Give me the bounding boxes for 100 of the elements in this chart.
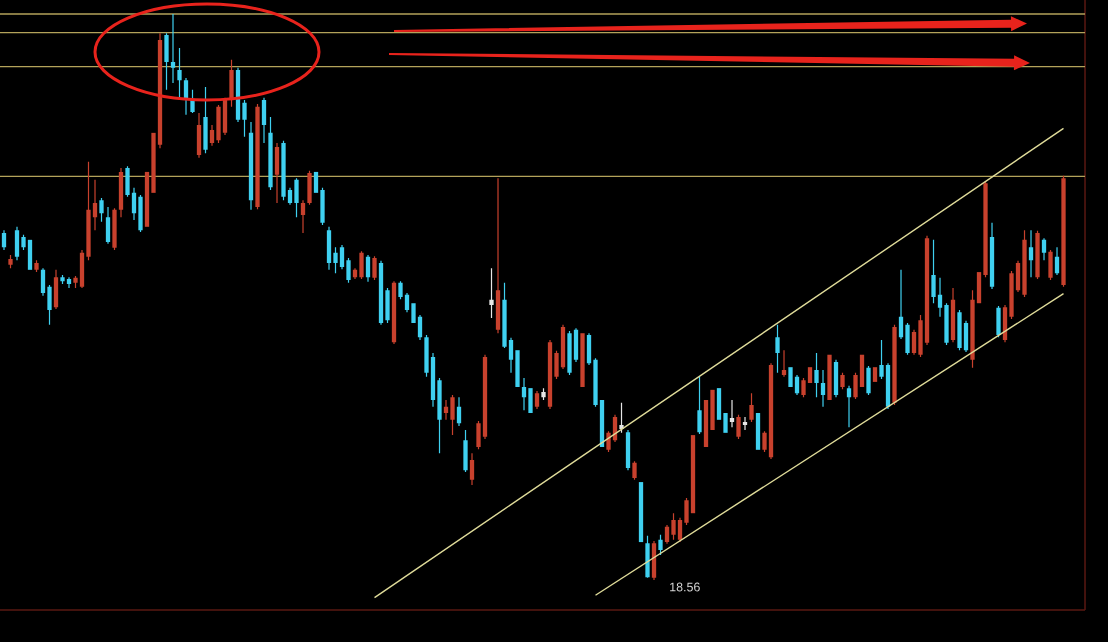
candlestick bbox=[716, 388, 722, 420]
candlestick bbox=[1035, 230, 1040, 279]
candlestick bbox=[781, 350, 787, 377]
candlestick bbox=[567, 330, 572, 376]
candlestick bbox=[690, 435, 696, 514]
candlestick bbox=[866, 366, 871, 395]
candlestick bbox=[476, 420, 481, 450]
candlestick bbox=[8, 255, 13, 269]
candlestick bbox=[898, 269, 904, 339]
candlestick bbox=[450, 394, 455, 436]
candlestick bbox=[638, 482, 644, 543]
candlestick bbox=[144, 171, 150, 227]
candlestick bbox=[729, 400, 735, 428]
candlestick bbox=[957, 310, 962, 351]
candlestick bbox=[469, 453, 475, 485]
candlestick bbox=[398, 281, 403, 300]
candlestick bbox=[788, 367, 793, 387]
candlestick bbox=[365, 255, 371, 282]
candlestick bbox=[593, 358, 598, 407]
candlestick bbox=[976, 272, 982, 304]
candlestick bbox=[554, 350, 559, 380]
candlestick bbox=[599, 400, 605, 447]
candlestick bbox=[1054, 247, 1060, 275]
candlestick bbox=[794, 375, 800, 395]
candlestick bbox=[710, 389, 715, 431]
candlestick bbox=[625, 430, 631, 471]
candlestick bbox=[47, 285, 52, 325]
candlestick bbox=[248, 122, 254, 210]
candlestick bbox=[534, 390, 540, 410]
candlestick bbox=[216, 105, 221, 144]
candlestick bbox=[1041, 238, 1047, 261]
candlestick bbox=[541, 388, 546, 401]
candlestick bbox=[99, 197, 104, 222]
candlestick bbox=[508, 337, 514, 373]
candlestick bbox=[138, 195, 143, 232]
candlestick bbox=[281, 140, 286, 201]
candlestick bbox=[528, 388, 533, 414]
candlestick bbox=[34, 260, 39, 273]
candlestick bbox=[762, 431, 767, 453]
candlestick bbox=[586, 333, 592, 365]
candlestick bbox=[970, 290, 975, 368]
candlestick bbox=[840, 372, 845, 390]
candlestick bbox=[352, 268, 358, 279]
candlestick bbox=[879, 340, 884, 380]
candlestick bbox=[274, 143, 280, 204]
candlestick bbox=[924, 235, 930, 346]
candlestick bbox=[417, 315, 423, 341]
candlestick bbox=[703, 400, 709, 447]
candlestick bbox=[463, 430, 468, 472]
candlestick bbox=[456, 397, 462, 427]
candlestick bbox=[846, 385, 852, 428]
candlestick bbox=[723, 413, 728, 433]
candlestick bbox=[645, 535, 650, 578]
candlestick bbox=[73, 276, 78, 288]
candlestick bbox=[320, 187, 325, 226]
candlestick bbox=[495, 178, 501, 334]
candlestick bbox=[671, 513, 676, 540]
candlestick bbox=[482, 354, 488, 440]
candlestick bbox=[820, 370, 826, 407]
candlestick bbox=[229, 59, 234, 107]
candlestick bbox=[560, 324, 566, 369]
candlestick bbox=[658, 534, 663, 556]
candlestick bbox=[742, 416, 748, 431]
candlestick bbox=[125, 166, 130, 197]
candlestick bbox=[53, 269, 59, 309]
candlestick bbox=[937, 277, 943, 317]
candlestick bbox=[1002, 304, 1008, 343]
candlestick bbox=[183, 77, 189, 115]
candlestick bbox=[131, 187, 137, 221]
candlestick bbox=[502, 282, 507, 348]
text: 18.56 bbox=[670, 582, 700, 592]
candlestick bbox=[196, 113, 202, 158]
candlestick bbox=[313, 171, 319, 193]
candlestick bbox=[814, 353, 819, 398]
candlestick bbox=[424, 334, 429, 377]
candlestick bbox=[430, 353, 436, 407]
candlestick bbox=[242, 100, 247, 137]
candlestick bbox=[105, 207, 111, 244]
candlestick bbox=[606, 431, 611, 453]
candlestick bbox=[664, 525, 670, 544]
candlestick bbox=[1048, 250, 1053, 281]
candlestick bbox=[580, 333, 585, 387]
candlestick bbox=[391, 281, 397, 344]
candlestick bbox=[1009, 270, 1014, 320]
candlestick bbox=[209, 124, 215, 146]
candlestick bbox=[983, 180, 988, 278]
candlestick bbox=[255, 103, 260, 210]
candlestick bbox=[755, 413, 761, 450]
candlestick bbox=[346, 257, 351, 283]
candlestick bbox=[66, 277, 72, 288]
candlestick bbox=[151, 132, 156, 193]
candlestick bbox=[872, 367, 878, 382]
candlestick bbox=[378, 260, 384, 325]
candlestick bbox=[40, 268, 46, 296]
candlestick bbox=[677, 517, 683, 543]
candlestick bbox=[112, 208, 117, 251]
candlestick bbox=[547, 340, 553, 410]
candlestick bbox=[768, 363, 774, 459]
candlestick bbox=[300, 200, 306, 234]
candlestick bbox=[443, 400, 449, 420]
